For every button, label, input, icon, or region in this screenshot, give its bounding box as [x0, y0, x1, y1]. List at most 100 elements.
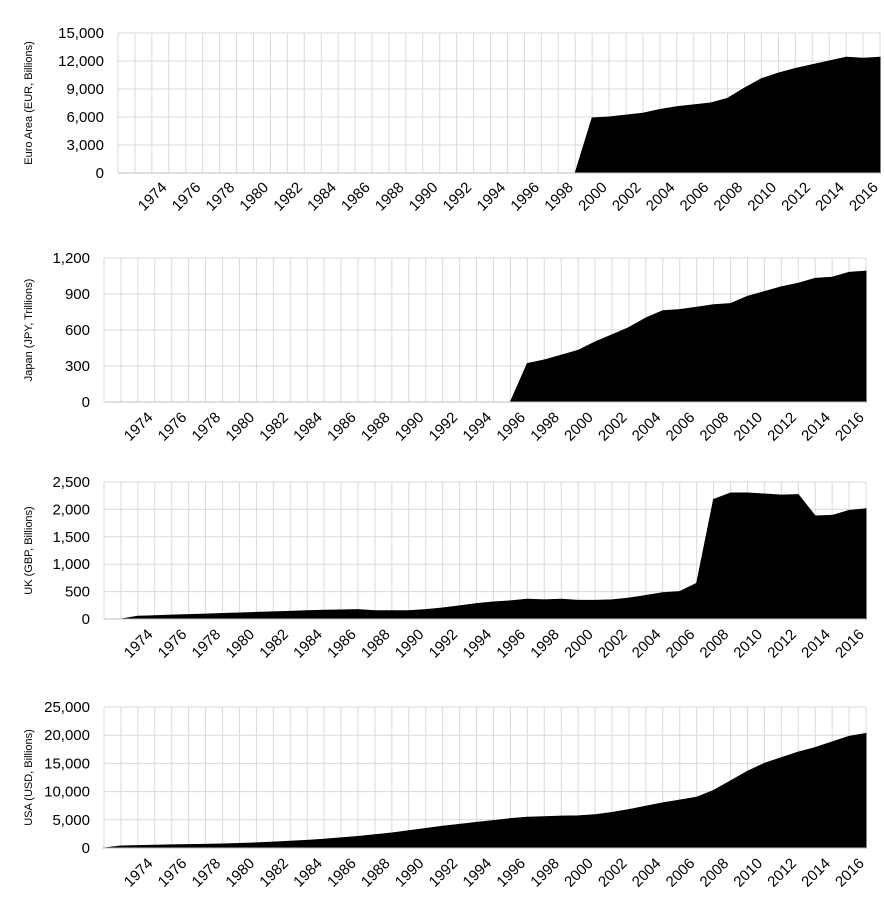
x-tick-label: 1974	[121, 409, 157, 445]
y-tick-label: 25,000	[44, 699, 90, 716]
data-point	[679, 799, 681, 801]
data-point	[560, 354, 562, 356]
data-point	[865, 270, 867, 272]
x-tick-label: 1994	[474, 179, 510, 215]
data-point	[289, 610, 291, 612]
x-tick-label: 1998	[527, 409, 563, 445]
x-tick-label: 2004	[629, 626, 665, 662]
data-point	[459, 605, 461, 607]
data-point	[814, 747, 816, 749]
x-tick-label: 2002	[609, 179, 645, 215]
x-tick-label: 2012	[764, 626, 800, 662]
x-tick-label: 2000	[575, 179, 611, 215]
x-tick-label: 1992	[426, 409, 462, 445]
data-point	[272, 841, 274, 843]
data-point	[763, 493, 765, 495]
x-tick-label: 1990	[392, 409, 428, 445]
data-point	[509, 600, 511, 602]
data-point	[171, 844, 173, 846]
data-point	[459, 823, 461, 825]
data-point	[780, 494, 782, 496]
data-point	[659, 109, 661, 111]
data-point	[645, 317, 647, 319]
x-tick-label: 1990	[392, 855, 428, 891]
data-point	[713, 304, 715, 306]
x-tick-label: 2004	[629, 855, 665, 891]
x-tick-label: 1980	[222, 409, 258, 445]
chart-panel-2: 0 500 1,000 1,500 2,000 2,500 1974197619781980…	[23, 474, 868, 662]
data-point	[645, 594, 647, 596]
x-tick-label: 1990	[406, 179, 442, 215]
x-tick-label: 2002	[595, 409, 631, 445]
x-tick-label: 2014	[812, 179, 848, 215]
data-point	[323, 838, 325, 840]
data-point	[662, 802, 664, 804]
data-point	[777, 72, 779, 74]
data-point	[543, 599, 545, 601]
data-point	[408, 830, 410, 832]
x-tick-label: 1986	[324, 409, 360, 445]
data-point	[476, 821, 478, 823]
x-tick-label: 1982	[256, 855, 292, 891]
data-point	[628, 809, 630, 811]
x-tick-label: 1984	[290, 855, 326, 891]
x-tick-label: 2006	[663, 409, 699, 445]
x-tick-label: 1978	[189, 626, 225, 662]
x-tick-label: 1988	[372, 179, 408, 215]
data-point	[543, 359, 545, 361]
data-point	[340, 609, 342, 611]
x-tick-label: 2000	[561, 855, 597, 891]
x-tick-label: 1988	[358, 626, 394, 662]
data-point	[560, 815, 562, 817]
data-point	[679, 591, 681, 593]
x-tick-label: 2010	[730, 409, 766, 445]
data-point	[425, 828, 427, 830]
y-axis-label: USA (USD, Billions)	[23, 729, 35, 826]
y-tick-label: 900	[65, 286, 90, 303]
x-tick-label: 1984	[290, 409, 326, 445]
series-area	[103, 732, 867, 849]
data-point	[848, 509, 850, 511]
data-point	[642, 112, 644, 114]
y-tick-label: 0	[82, 394, 90, 411]
x-tick-label: 2004	[629, 409, 665, 445]
data-point	[222, 613, 224, 615]
x-tick-label: 1974	[135, 179, 171, 215]
x-tick-label: 1982	[256, 409, 292, 445]
x-tick-label: 1986	[338, 179, 374, 215]
x-tick-label: 1980	[236, 179, 272, 215]
y-axis-label: UK (GBP, Billions)	[23, 506, 35, 594]
x-tick-label: 2000	[561, 626, 597, 662]
data-point	[746, 492, 748, 494]
x-tick-label: 1988	[358, 855, 394, 891]
data-point	[696, 306, 698, 308]
data-point	[492, 820, 494, 822]
x-tick-label: 1976	[155, 626, 191, 662]
data-point	[814, 277, 816, 279]
data-point	[171, 614, 173, 616]
x-tick-label: 1988	[358, 409, 394, 445]
data-point	[594, 341, 596, 343]
data-point	[645, 805, 647, 807]
data-point	[797, 751, 799, 753]
data-point	[137, 845, 139, 847]
x-tick-label: 1996	[493, 626, 529, 662]
data-point	[828, 60, 830, 62]
data-point	[154, 844, 156, 846]
x-tick-label: 2014	[798, 855, 834, 891]
data-point	[713, 499, 715, 501]
y-tick-label: 6,000	[66, 109, 104, 126]
data-point	[611, 334, 613, 336]
chart-panel-3: 05,00010,00015,00020,00025,0001974197619…	[23, 699, 868, 891]
x-tick-label: 1986	[324, 626, 360, 662]
x-tick-label: 1998	[541, 179, 577, 215]
y-tick-label: 20,000	[44, 727, 90, 744]
data-point	[594, 814, 596, 816]
x-tick-label: 1974	[121, 626, 157, 662]
data-point	[797, 494, 799, 496]
x-tick-label: 2008	[697, 855, 733, 891]
x-tick-label: 2000	[561, 409, 597, 445]
data-point	[306, 839, 308, 841]
x-tick-label: 1980	[222, 855, 258, 891]
